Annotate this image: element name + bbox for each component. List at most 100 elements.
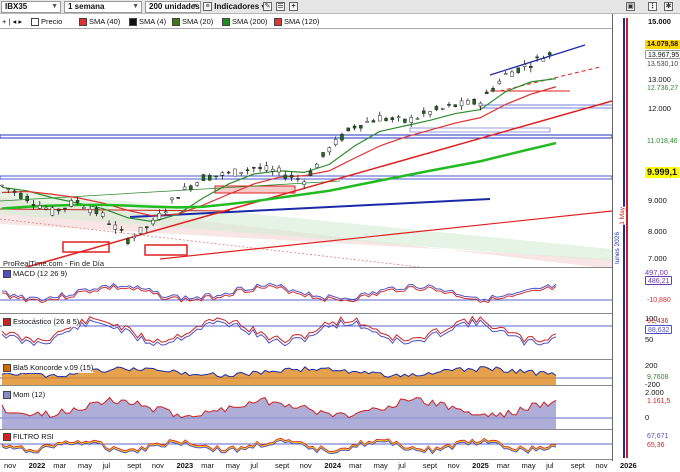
macd-tag: 486,21 [645, 276, 673, 285]
indicator-line [1, 282, 557, 302]
legend-label: SMA (20) [182, 17, 214, 26]
candle-body [466, 100, 470, 105]
time-axis-label: 2022 [28, 461, 46, 470]
candle-body [239, 172, 243, 174]
price-chart[interactable] [0, 29, 612, 268]
units-selector[interactable]: 200 unidades ▼ [145, 1, 201, 13]
legend-swatch [3, 318, 11, 326]
indicator-line [1, 438, 557, 454]
momentum-chart[interactable] [0, 386, 612, 430]
time-axis-label: may [77, 461, 93, 470]
koncorde-pane[interactable]: Bla5 Koncorde v.09 (15) [0, 360, 612, 386]
time-axis-label: mar [53, 461, 67, 470]
candle-body [44, 207, 48, 210]
vertical-marker-label: 1 May [619, 207, 626, 225]
candle-body [264, 165, 269, 171]
time-axis-label: 2024 [324, 461, 341, 470]
candle-body [214, 175, 218, 178]
indicator-name: Mom (12) [13, 390, 46, 399]
candle-body [63, 207, 67, 210]
draw-tool-button[interactable]: ✎ [263, 1, 272, 13]
legend-item-sma20[interactable]: SMA (20) [171, 17, 213, 27]
macd-label[interactable]: MACD (12 26 9) [2, 269, 68, 279]
time-axis-label: nov [299, 461, 312, 470]
legend-item-sma4[interactable]: SMA (4) [128, 17, 166, 27]
candle-body [459, 100, 464, 107]
trend-line [129, 198, 491, 218]
filtro-rsi-pane[interactable]: FILTRO RSI [0, 430, 612, 460]
legend-swatch [31, 18, 39, 26]
candle-body [208, 175, 212, 181]
price-chart-pane[interactable]: ProRealTime.com - Fin de Día [0, 28, 612, 268]
axis-tick-top: 15.000 [648, 17, 671, 26]
momentum-pane[interactable]: Mom (12) [0, 386, 612, 430]
zoom-tool-button[interactable]: + [289, 1, 298, 13]
candle-body [163, 211, 168, 214]
legend-swatch [172, 18, 180, 26]
momentum-axis-tick: 2.000 [645, 388, 664, 397]
legend-item-sma200[interactable]: SMA (200) [221, 17, 267, 27]
price-candles-group [0, 51, 552, 246]
indicator-name: MACD (12 26 9) [13, 269, 68, 278]
price-tag-sma20: 12.736,27 [647, 85, 679, 92]
options-icon: ⋮ [648, 2, 657, 12]
time-axis-label: jul [250, 461, 258, 470]
stochastic-label[interactable]: Estocástico (26 8 5) [2, 317, 80, 327]
indicators-icon: ≡ [203, 2, 212, 12]
legend-swatch [3, 391, 11, 399]
candle-body [371, 120, 376, 123]
price-tag-highlight: 9.999,1 [645, 167, 680, 178]
symbol-selector[interactable]: IBX35 ▼ [1, 1, 61, 13]
time-axis-label: 2026 [620, 461, 637, 470]
price-tag-level: 13.530,10 [647, 61, 679, 68]
candle-body [107, 223, 111, 226]
filtro-rsi-chart[interactable] [0, 430, 612, 460]
hand-tool-button[interactable]: ☰ [276, 1, 285, 13]
stoch-tag: 91,436 [647, 318, 669, 325]
lock-button[interactable]: ▣ [626, 1, 635, 13]
indicator-name: Bla5 Koncorde v.09 (15) [13, 363, 94, 372]
time-axis-label: 2025 [472, 461, 489, 470]
stochastic-pane[interactable]: Estocástico (26 8 5) [0, 314, 612, 360]
legend-label: SMA (200) [232, 17, 268, 26]
lock-icon: ▣ [626, 2, 635, 12]
legend-item-sma40[interactable]: SMA (40) [78, 17, 120, 27]
candle-body [31, 204, 36, 206]
chevron-down-icon: ▼ [191, 3, 198, 10]
legend-item-price[interactable]: Precio [30, 17, 62, 27]
candle-body [233, 168, 237, 177]
filtro-rsi-label[interactable]: FILTRO RSI [2, 432, 54, 442]
macd-chart[interactable] [0, 268, 612, 314]
indicator-line [1, 439, 557, 455]
candle-body [340, 133, 344, 141]
momentum-label[interactable]: Mom (12) [2, 390, 46, 400]
candle-body [409, 117, 413, 123]
koncorde-label[interactable]: Bla5 Koncorde v.09 (15) [2, 363, 94, 373]
time-axis-label: mar [348, 461, 362, 470]
macd-pane[interactable]: MACD (12 26 9) [0, 268, 612, 314]
indicators-button[interactable]: ≡ Indicadores ▾ [203, 1, 265, 13]
candle-body [440, 108, 445, 110]
indicator-name: FILTRO RSI [13, 432, 54, 441]
more-options-button[interactable]: ⋮ [648, 1, 657, 13]
settings-button[interactable]: ✱ [664, 1, 673, 13]
price-tag-sma200: 11.018,46 [647, 138, 678, 145]
trend-line [159, 210, 612, 260]
candle-body [126, 238, 130, 244]
koncorde-chart[interactable] [0, 360, 612, 386]
candle-body [396, 116, 401, 118]
time-axis-label: jul [546, 461, 554, 470]
chart-tools-icon[interactable]: + | ◂ ▸ [2, 17, 23, 26]
candle-body [302, 181, 306, 185]
stochastic-chart[interactable] [0, 314, 612, 360]
legend-item-sma120[interactable]: SMA (120) [273, 17, 319, 27]
candle-body [94, 207, 99, 215]
candle-body [245, 169, 250, 171]
legend-label: SMA (4) [139, 17, 167, 26]
stoch-axis-tick: 50 [645, 335, 654, 344]
price-tag-close: 13.967,95 [645, 50, 680, 59]
period-selector[interactable]: 1 semana ▼ [64, 1, 142, 13]
time-axis-label: mar [496, 461, 510, 470]
candle-body [100, 212, 105, 217]
time-axis-label: may [521, 461, 536, 470]
